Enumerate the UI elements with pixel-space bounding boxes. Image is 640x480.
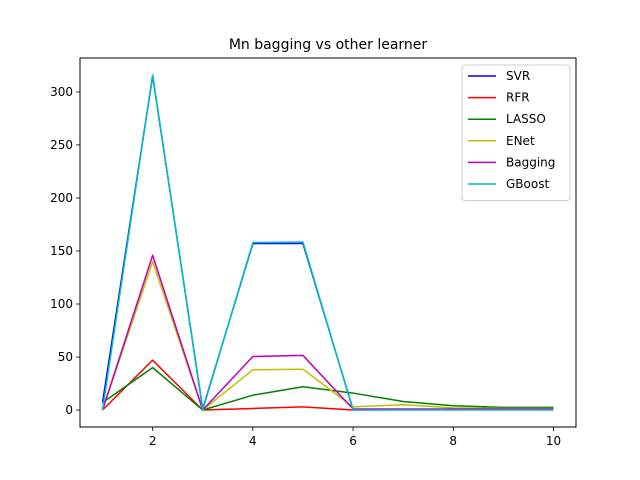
- legend-label-bagging: Bagging: [506, 155, 555, 169]
- series-line-gboost: [101, 74, 554, 411]
- x-tick-label: 4: [249, 434, 257, 448]
- series-line-rfr: [102, 359, 554, 411]
- y-tick-label: 300: [50, 85, 73, 99]
- series-line-enet: [101, 260, 554, 411]
- y-tick-label: 150: [50, 244, 73, 258]
- legend-label-lasso: LASSO: [506, 112, 546, 126]
- legend-frame: [461, 64, 571, 202]
- x-tick-label: 8: [449, 434, 457, 448]
- x-tick-label: 2: [149, 434, 157, 448]
- series-line-lasso: [102, 366, 554, 411]
- chart-title: Mn bagging vs other learner: [229, 37, 428, 53]
- y-tick-label: 50: [58, 350, 73, 364]
- y-tick-label: 200: [50, 191, 73, 205]
- x-tick-label: 10: [546, 434, 561, 448]
- x-tick-label: 6: [349, 434, 357, 448]
- series-line-bagging: [101, 254, 554, 411]
- legend: SVR RFR LASSO ENet Bagging GBoost: [461, 64, 571, 202]
- x-axis: 2 4 6 8 10: [149, 427, 561, 448]
- plot-frame: [79, 57, 577, 428]
- series-layer: [101, 74, 554, 411]
- y-axis: 0 50 100 150 200 250 300: [50, 85, 80, 417]
- y-tick-label: 100: [50, 297, 73, 311]
- y-tick-label: 250: [50, 138, 73, 152]
- legend-label-enet: ENet: [506, 134, 535, 148]
- legend-label-svr: SVR: [506, 69, 530, 83]
- legend-label-gboost: GBoost: [506, 177, 549, 191]
- y-tick-label: 0: [65, 403, 73, 417]
- legend-label-rfr: RFR: [506, 91, 530, 105]
